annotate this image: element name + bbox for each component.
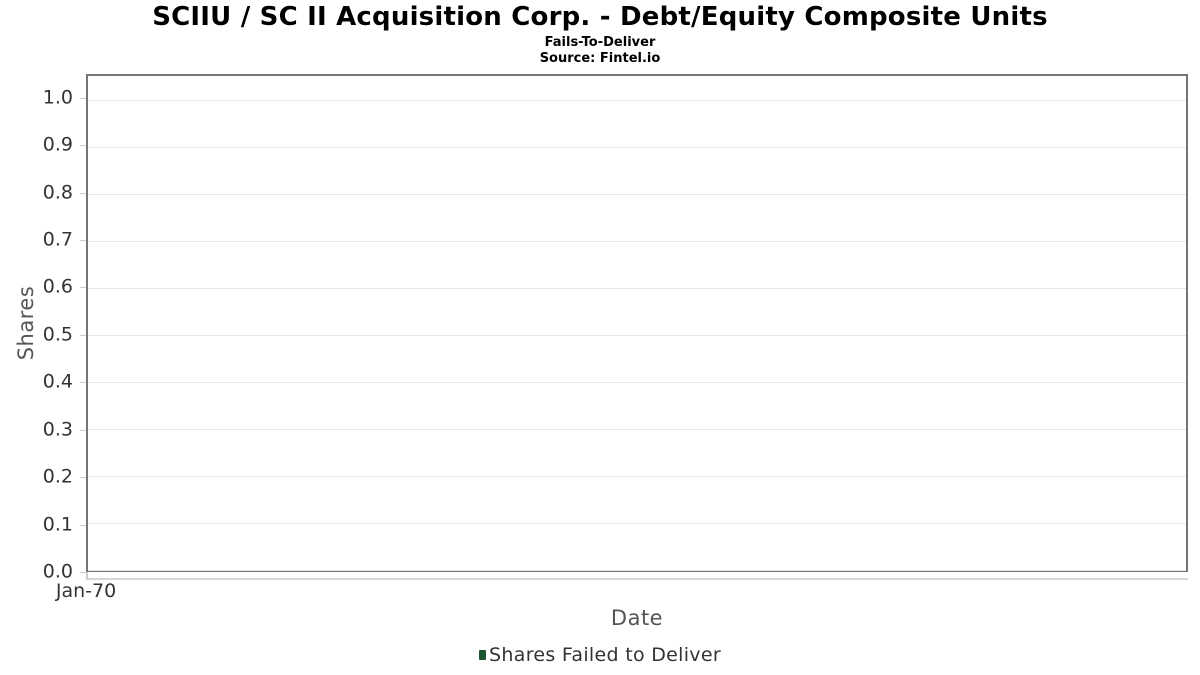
y-axis-tick-label: 0.0: [42, 560, 73, 583]
gridline: [88, 570, 1186, 571]
y-axis-tick: [80, 572, 86, 573]
legend-item-shares-failed-to-deliver[interactable]: Shares Failed to Deliver: [479, 644, 721, 666]
legend: Shares Failed to Deliver: [0, 644, 1200, 666]
y-axis-tick: [80, 429, 86, 431]
y-axis-tick-label: 0.1: [42, 513, 73, 536]
gridline: [88, 99, 1186, 101]
gridline: [88, 428, 1186, 430]
chart-source-credit: Source: Fintel.io: [539, 51, 661, 66]
y-axis-tick: [80, 287, 86, 289]
y-axis: 0.0 0.1 0.2 0.3 0.4 0.5 0.6 0.7 0.8 0.9 1.0: [0, 74, 86, 583]
y-axis-tick-label: 1.0: [42, 86, 73, 109]
y-axis-tick-label: 0.6: [42, 275, 73, 298]
gridline: [88, 381, 1186, 383]
y-axis-tick: [80, 382, 86, 384]
y-axis-tick-label: 0.9: [42, 133, 73, 156]
gridline: [88, 193, 1186, 195]
y-axis-tick-label: 0.4: [42, 370, 73, 393]
y-axis-tick-label: 0.7: [42, 228, 73, 251]
y-axis-tick: [80, 145, 86, 147]
x-axis-title: Date: [610, 606, 664, 630]
gridline: [88, 522, 1186, 524]
y-axis-tick-label: 0.3: [42, 418, 73, 441]
chart-title: SCIIU / SC II Acquisition Corp. - Debt/E…: [152, 2, 1048, 32]
y-axis-tick: [80, 192, 86, 194]
y-axis-tick: [80, 477, 86, 479]
legend-marker-icon: [479, 650, 487, 660]
x-axis-tick: [86, 572, 88, 579]
y-axis-tick: [80, 334, 86, 336]
legend-label: Shares Failed to Deliver: [489, 644, 721, 666]
y-axis-tick-label: 0.2: [42, 465, 73, 488]
plot-area: [86, 74, 1188, 572]
chart-subtitle: Fails-To-Deliver: [544, 35, 656, 50]
y-axis-tick: [80, 97, 86, 99]
gridline: [88, 146, 1186, 148]
x-axis-tick-label: Jan-70: [55, 580, 117, 602]
gridline: [88, 240, 1186, 242]
gridline: [88, 475, 1186, 477]
gridline: [88, 334, 1186, 336]
y-axis-tick: [80, 524, 86, 526]
y-axis-tick-label: 0.8: [42, 181, 73, 204]
gridline: [88, 287, 1186, 289]
x-axis-line: [86, 578, 1188, 580]
y-axis-tick-label: 0.5: [42, 323, 73, 346]
y-axis-tick: [80, 240, 86, 241]
